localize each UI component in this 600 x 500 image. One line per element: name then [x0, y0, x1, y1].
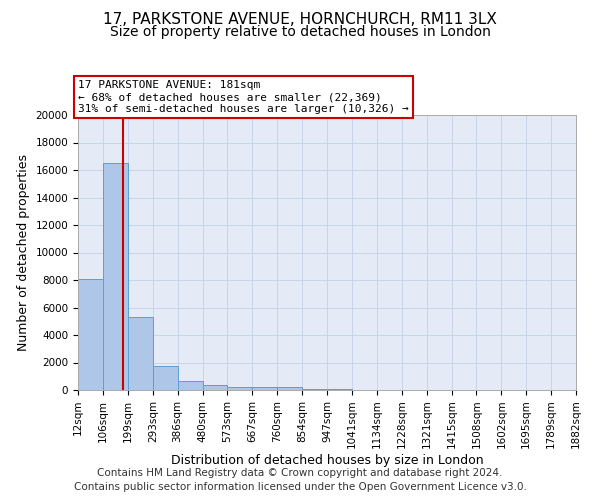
- X-axis label: Distribution of detached houses by size in London: Distribution of detached houses by size …: [170, 454, 484, 467]
- Text: 17, PARKSTONE AVENUE, HORNCHURCH, RM11 3LX: 17, PARKSTONE AVENUE, HORNCHURCH, RM11 3…: [103, 12, 497, 28]
- Bar: [153, 366, 178, 390]
- Text: 17 PARKSTONE AVENUE: 181sqm
← 68% of detached houses are smaller (22,369)
31% of: 17 PARKSTONE AVENUE: 181sqm ← 68% of det…: [78, 80, 409, 114]
- Text: Size of property relative to detached houses in London: Size of property relative to detached ho…: [110, 25, 490, 39]
- Bar: [253, 387, 277, 390]
- Bar: [277, 387, 302, 390]
- Y-axis label: Number of detached properties: Number of detached properties: [17, 154, 30, 351]
- Text: Contains public sector information licensed under the Open Government Licence v3: Contains public sector information licen…: [74, 482, 526, 492]
- Bar: [103, 163, 128, 390]
- Bar: [302, 388, 327, 390]
- Text: Contains HM Land Registry data © Crown copyright and database right 2024.: Contains HM Land Registry data © Crown c…: [97, 468, 503, 477]
- Bar: [178, 381, 203, 390]
- Bar: [227, 386, 253, 390]
- Bar: [78, 278, 103, 390]
- Bar: [128, 317, 153, 390]
- Bar: [203, 385, 227, 390]
